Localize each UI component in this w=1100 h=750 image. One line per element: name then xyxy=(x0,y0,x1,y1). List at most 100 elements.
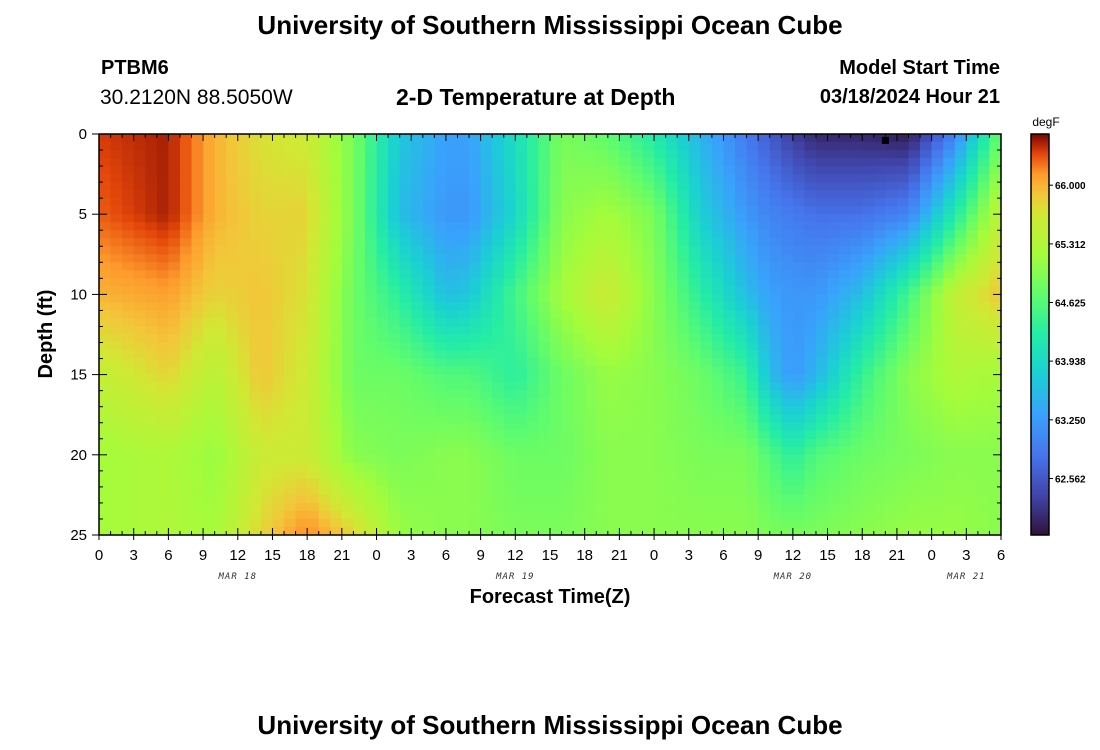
heatmap-cell xyxy=(434,182,447,191)
heatmap-cell xyxy=(330,438,343,448)
heatmap-cell xyxy=(179,286,193,295)
heatmap-cell xyxy=(677,302,690,312)
heatmap-cell xyxy=(619,134,632,143)
heatmap-cell xyxy=(654,374,667,384)
heatmap-cell xyxy=(885,302,898,312)
heatmap-cell xyxy=(295,454,308,464)
heatmap-cell xyxy=(133,438,146,448)
heatmap-cell xyxy=(284,398,297,408)
heatmap-cell xyxy=(503,318,516,328)
heatmap-cell xyxy=(630,254,644,263)
heatmap-cell xyxy=(353,478,366,488)
heatmap-cell xyxy=(550,358,563,368)
heatmap-cell xyxy=(272,350,285,360)
heatmap-cell xyxy=(122,270,135,279)
heatmap-cell xyxy=(827,134,840,143)
heatmap-cell xyxy=(550,294,563,304)
heatmap-cell xyxy=(815,486,829,496)
heatmap-cell xyxy=(607,446,620,456)
heatmap-cell xyxy=(896,414,910,424)
heatmap-cell xyxy=(931,262,944,271)
heatmap-cell xyxy=(168,254,181,263)
heatmap-cell xyxy=(260,230,274,239)
heatmap-cell xyxy=(723,182,736,191)
heatmap-cell xyxy=(480,262,493,271)
heatmap-cell xyxy=(480,278,493,287)
heatmap-cell xyxy=(122,398,135,408)
heatmap-cell xyxy=(434,526,447,536)
heatmap-cell xyxy=(920,406,933,416)
heatmap-cell xyxy=(792,302,806,312)
heatmap-cell xyxy=(561,230,574,239)
heatmap-cell xyxy=(272,342,285,352)
heatmap-cell xyxy=(272,406,285,416)
heatmap-cell xyxy=(954,158,967,167)
heatmap-cell xyxy=(214,438,227,448)
heatmap-cell xyxy=(503,286,516,295)
heatmap-cell xyxy=(492,278,505,287)
heatmap-cell xyxy=(931,222,944,231)
heatmap-cell xyxy=(203,270,216,279)
heatmap-cell xyxy=(191,134,204,143)
heatmap-cell xyxy=(769,502,782,512)
heatmap-cell xyxy=(700,502,713,512)
heatmap-cell xyxy=(457,254,470,263)
heatmap-cell xyxy=(781,142,794,151)
heatmap-cell xyxy=(630,350,644,360)
heatmap-cell xyxy=(469,414,482,424)
heatmap-cell xyxy=(388,374,401,384)
heatmap-cell xyxy=(191,478,204,488)
heatmap-cell xyxy=(908,294,921,304)
heatmap-cell xyxy=(781,254,794,263)
heatmap-cell xyxy=(341,278,355,287)
heatmap-cell xyxy=(318,462,331,472)
heatmap-cell xyxy=(388,190,401,199)
heatmap-cell xyxy=(237,286,250,295)
heatmap-cell xyxy=(99,342,112,352)
heatmap-cell xyxy=(711,406,725,416)
heatmap-cell xyxy=(896,286,910,295)
heatmap-cell xyxy=(515,334,528,344)
heatmap-cell xyxy=(411,350,424,360)
heatmap-cell xyxy=(850,382,863,392)
heatmap-cell xyxy=(943,190,956,199)
heatmap-cell xyxy=(399,526,412,536)
heatmap-cell xyxy=(862,182,875,191)
heatmap-cell xyxy=(850,430,863,440)
heatmap-cell xyxy=(133,518,146,528)
heatmap-cell xyxy=(735,398,748,408)
heatmap-cell xyxy=(723,486,736,496)
heatmap-cell xyxy=(503,358,516,368)
y-tick-label: 5 xyxy=(79,206,87,223)
heatmap-cell xyxy=(295,174,308,183)
heatmap-cell xyxy=(538,190,551,199)
heatmap-cell xyxy=(908,358,921,368)
heatmap-cell xyxy=(145,246,158,255)
heatmap-cell xyxy=(561,478,574,488)
heatmap-cell xyxy=(989,262,1002,271)
heatmap-cell xyxy=(896,438,910,448)
heatmap-cell xyxy=(457,446,470,456)
heatmap-cell xyxy=(550,478,563,488)
heatmap-cell xyxy=(272,150,285,159)
heatmap-cell xyxy=(411,374,424,384)
heatmap-cell xyxy=(989,302,1002,312)
heatmap-cell xyxy=(272,374,285,384)
heatmap-cell xyxy=(954,374,967,384)
heatmap-cell xyxy=(630,158,644,167)
heatmap-cell xyxy=(792,270,806,279)
heatmap-cell xyxy=(376,470,389,480)
heatmap-cell xyxy=(827,302,840,312)
heatmap-cell xyxy=(445,414,459,424)
heatmap-cell xyxy=(538,174,551,183)
heatmap-cell xyxy=(341,374,355,384)
heatmap-cell xyxy=(862,502,875,512)
heatmap-cell xyxy=(492,494,505,504)
heatmap-cell xyxy=(145,526,158,536)
heatmap-cell xyxy=(156,166,169,175)
heatmap-cell xyxy=(191,286,204,295)
heatmap-cell xyxy=(873,270,886,279)
heatmap-cell xyxy=(156,390,169,400)
heatmap-cell xyxy=(989,182,1002,191)
heatmap-cell xyxy=(850,326,863,336)
